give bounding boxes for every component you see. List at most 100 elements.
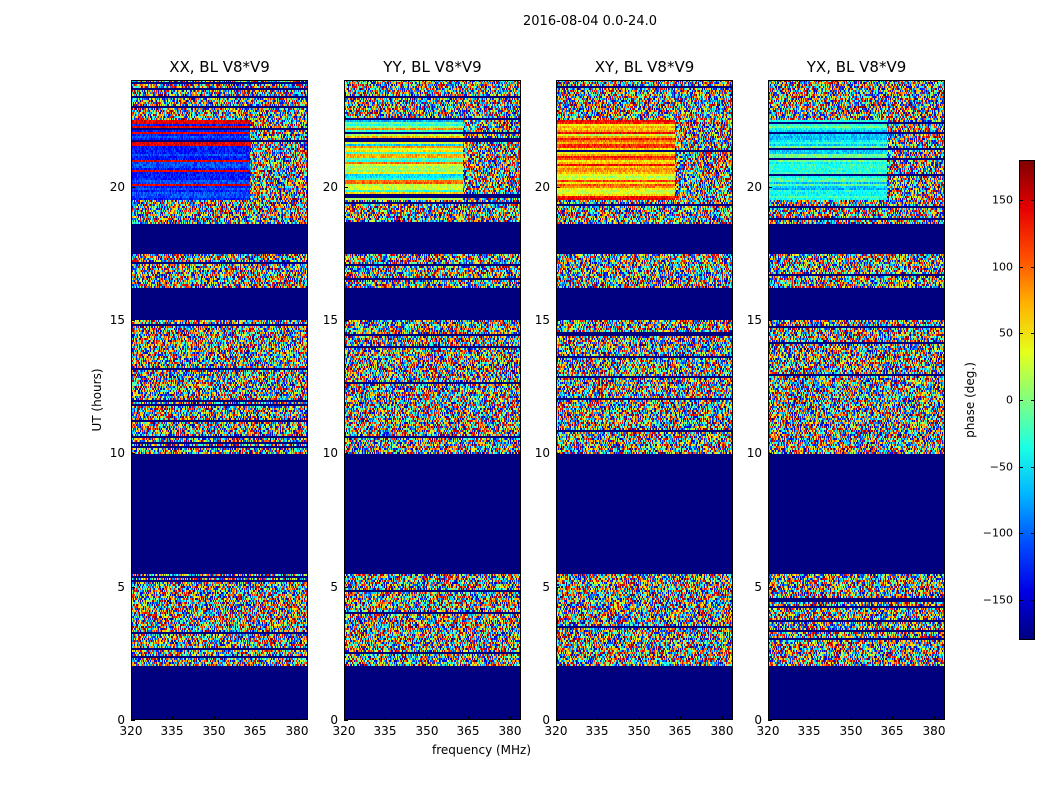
y-tick: [556, 187, 560, 188]
y-tick: [768, 453, 772, 454]
y-tick: [344, 453, 348, 454]
y-axis-label: UT (hours): [90, 368, 104, 432]
x-tick: [468, 716, 469, 720]
y-tick-label: 20: [746, 180, 762, 194]
y-tick-label: 10: [322, 446, 338, 460]
x-tick-label: 380: [710, 724, 734, 738]
y-tick: [556, 587, 560, 588]
x-tick-label: 320: [756, 724, 780, 738]
y-tick: [344, 720, 348, 721]
y-tick: [344, 587, 348, 588]
x-tick-label: 380: [498, 724, 522, 738]
y-tick-label: 0: [542, 713, 550, 727]
figure-title: 2016-08-04 0.0-24.0: [523, 14, 657, 29]
x-tick: [597, 716, 598, 720]
colorbar-tick-label: 100: [992, 260, 1013, 274]
y-tick-label: 10: [534, 446, 550, 460]
x-tick: [385, 716, 386, 720]
y-tick: [768, 320, 772, 321]
x-tick: [214, 716, 215, 720]
x-tick-label: 335: [160, 724, 184, 738]
x-tick-label: 365: [880, 724, 904, 738]
y-tick-label: 5: [330, 580, 338, 594]
x-tick-label: 335: [373, 724, 397, 738]
x-tick-label: 380: [285, 724, 309, 738]
x-tick: [680, 716, 681, 720]
x-tick-label: 380: [922, 724, 946, 738]
y-tick: [131, 453, 135, 454]
y-tick-label: 5: [754, 580, 762, 594]
x-tick-label: 320: [544, 724, 568, 738]
colorbar-tick: [1031, 267, 1035, 268]
colorbar-tick: [1031, 533, 1035, 534]
x-tick-label: 335: [797, 724, 821, 738]
y-tick-label: 0: [117, 713, 125, 727]
colorbar-tick-label: 150: [992, 193, 1013, 207]
colorbar-tick: [1019, 200, 1023, 201]
x-tick-label: 335: [585, 724, 609, 738]
y-tick-label: 10: [109, 446, 125, 460]
x-tick: [768, 716, 769, 720]
colorbar-tick: [1019, 533, 1023, 534]
colorbar-tick: [1019, 400, 1023, 401]
x-tick: [851, 716, 852, 720]
y-tick-label: 20: [109, 180, 125, 194]
x-tick: [934, 716, 935, 720]
heatmap-xx: [131, 80, 308, 720]
x-tick-label: 365: [456, 724, 480, 738]
y-tick-label: 20: [322, 180, 338, 194]
y-tick-label: 15: [322, 313, 338, 327]
y-tick-label: 15: [746, 313, 762, 327]
y-tick: [768, 720, 772, 721]
colorbar-label: phase (deg.): [963, 362, 977, 438]
y-tick: [768, 187, 772, 188]
x-tick: [131, 716, 132, 720]
y-tick: [768, 587, 772, 588]
colorbar-tick-label: 0: [1006, 393, 1013, 407]
panel-title-yx: YX, BL V8*V9: [806, 58, 907, 76]
colorbar-tick: [1031, 400, 1035, 401]
colorbar-tick: [1019, 267, 1023, 268]
x-tick: [722, 716, 723, 720]
y-tick-label: 15: [109, 313, 125, 327]
y-tick-label: 15: [534, 313, 550, 327]
colorbar-tick-label: −150: [982, 593, 1013, 607]
y-tick: [131, 587, 135, 588]
y-tick: [556, 453, 560, 454]
x-tick: [639, 716, 640, 720]
colorbar-tick: [1019, 333, 1023, 334]
panel-title-xx: XX, BL V8*V9: [169, 58, 270, 76]
colorbar-tick-label: 50: [999, 326, 1013, 340]
x-tick-label: 350: [627, 724, 651, 738]
x-axis-label: frequency (MHz): [432, 743, 532, 757]
y-tick: [344, 187, 348, 188]
y-tick-label: 0: [330, 713, 338, 727]
y-tick-label: 10: [746, 446, 762, 460]
x-tick: [809, 716, 810, 720]
y-tick-label: 20: [534, 180, 550, 194]
y-tick: [131, 720, 135, 721]
colorbar-tick: [1031, 200, 1035, 201]
x-tick-label: 350: [415, 724, 439, 738]
x-tick: [427, 716, 428, 720]
colorbar-tick: [1019, 600, 1023, 601]
y-tick-label: 0: [754, 713, 762, 727]
colorbar-tick: [1031, 600, 1035, 601]
x-tick: [510, 716, 511, 720]
x-tick-label: 350: [202, 724, 226, 738]
y-tick: [556, 720, 560, 721]
panel-title-yy: YY, BL V8*V9: [383, 58, 482, 76]
y-tick: [344, 320, 348, 321]
colorbar-tick-label: −50: [989, 460, 1013, 474]
heatmap-xy: [556, 80, 733, 720]
x-tick-label: 350: [839, 724, 863, 738]
y-tick: [131, 187, 135, 188]
x-tick: [297, 716, 298, 720]
panel-title-xy: XY, BL V8*V9: [594, 58, 695, 76]
heatmap-yx: [768, 80, 945, 720]
colorbar-tick: [1031, 467, 1035, 468]
x-tick-label: 365: [243, 724, 267, 738]
colorbar-tick: [1031, 333, 1035, 334]
x-tick: [556, 716, 557, 720]
